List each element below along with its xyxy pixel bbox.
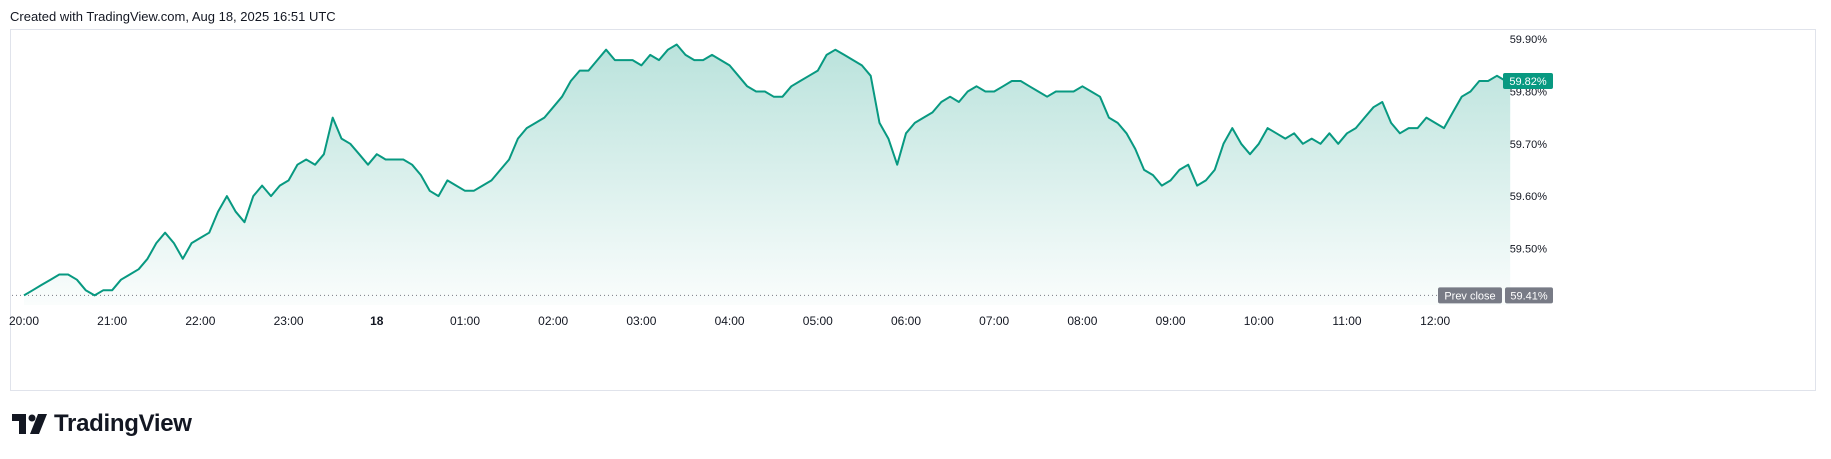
x-axis-tick-label: 04:00 (715, 314, 745, 328)
chart-watermark-text: Created with TradingView.com, Aug 18, 20… (10, 9, 336, 24)
x-axis-tick-label: 02:00 (538, 314, 568, 328)
prev-close-value-badge (1505, 287, 1553, 304)
tradingview-brand[interactable]: TradingView (12, 410, 192, 438)
x-axis-tick-label: 21:00 (97, 314, 127, 328)
tradingview-logo-icon (12, 414, 47, 434)
x-axis-tick-label: 18 (370, 314, 384, 328)
price-line (23, 43, 1511, 297)
brand-name: TradingView (54, 410, 192, 437)
chart-frame (10, 29, 1816, 391)
x-axis-tick-label: 06:00 (891, 314, 921, 328)
y-axis-tick-label: 59.50% (1510, 243, 1548, 255)
y-axis-tick-label: 59.80% (1510, 87, 1548, 99)
y-axis-tick-label: 59.90% (1510, 34, 1548, 46)
x-axis-tick-label: 22:00 (185, 314, 215, 328)
y-axis-tick-label: 59.70% (1510, 139, 1548, 151)
last-price-badge (1503, 73, 1553, 90)
x-axis-tick-label: 01:00 (450, 314, 480, 328)
last-price-label: 59.82% (1509, 76, 1547, 88)
x-axis-tick-label: 08:00 (1067, 314, 1097, 328)
x-axis-tick-label: 20:00 (9, 314, 39, 328)
price-area-fill (24, 44, 1511, 305)
x-axis-tick-label: 11:00 (1332, 314, 1361, 328)
x-axis-tick-label: 10:00 (1244, 314, 1274, 328)
x-axis-tick-label: 05:00 (803, 314, 833, 328)
prev-close-value-label: 59.41% (1510, 290, 1548, 302)
prev-close-badge (1438, 287, 1502, 304)
prev-close-label: Prev close (1444, 290, 1495, 302)
x-axis-tick-label: 23:00 (274, 314, 304, 328)
x-axis-tick-label: 09:00 (1156, 314, 1186, 328)
x-axis-tick-label: 07:00 (979, 314, 1009, 328)
x-axis-tick-label: 03:00 (626, 314, 656, 328)
y-axis-tick-label: 59.60% (1510, 191, 1548, 203)
x-axis-tick-label: 12:00 (1420, 314, 1450, 328)
